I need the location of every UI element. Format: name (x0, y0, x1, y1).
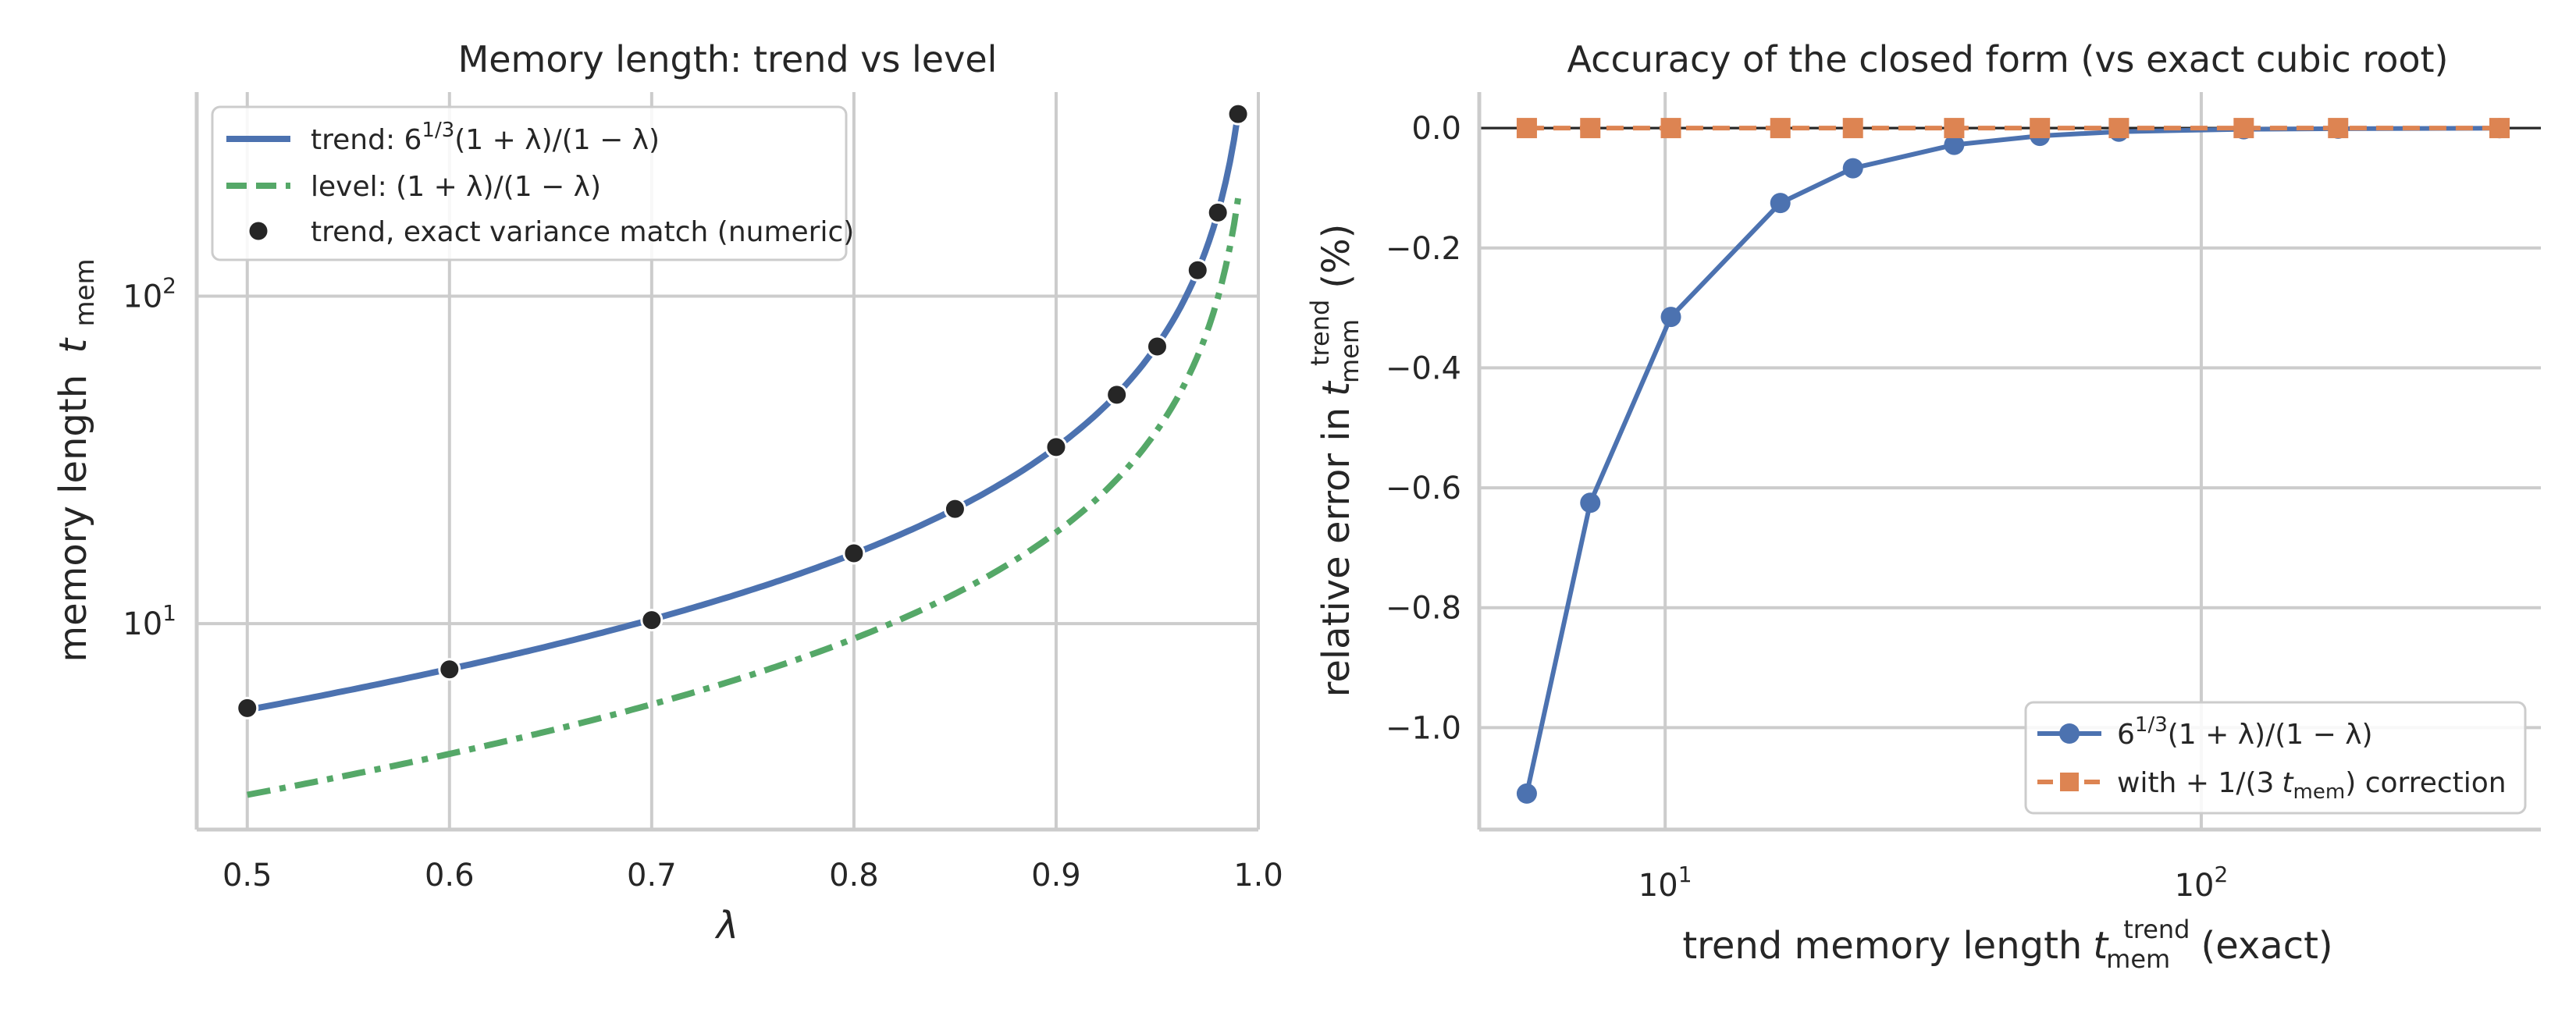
legend-marker-closed-form (2059, 723, 2080, 744)
right-y-tick-labels: 0.0 −0.2 −0.4 −0.6 −0.8 −1.0 (1386, 111, 1461, 746)
right-corrected-point (1580, 118, 1601, 139)
left-curves (247, 112, 1242, 798)
left-exact-point (1105, 383, 1129, 407)
left-panel: Memory length: trend vs level 0.5 0.6 0.7 0… (52, 38, 1283, 947)
right-corrected-point (1842, 118, 1863, 139)
right-y-tick-label: −0.8 (1386, 591, 1461, 627)
right-y-tick-label: −0.4 (1386, 350, 1461, 386)
right-closed-form-point (1842, 158, 1863, 179)
right-y-tick-label: 0.0 (1411, 111, 1461, 147)
legend-label-corrected: with + 1/(3 tmem) correction (2117, 767, 2507, 804)
right-corrected-point (1516, 118, 1537, 139)
left-y-tick-label: 101 (123, 600, 176, 642)
left-y-tick-labels: 101 102 (123, 273, 176, 643)
svg-text:memory length t: memory length t mem (52, 258, 101, 662)
left-x-tick-labels: 0.5 0.6 0.7 0.8 0.9 1.0 (222, 858, 1283, 894)
left-x-tick-label: 0.5 (222, 858, 272, 894)
left-y-axis-label: memory length t mem (52, 258, 101, 662)
legend-marker-exact (247, 219, 270, 243)
right-corrected-point (2489, 118, 2510, 139)
right-legend: 61/3(1 + λ)/(1 − λ) with + 1/(3 tmem) cor… (2024, 701, 2527, 815)
left-exact-point (640, 609, 664, 632)
right-title: Accuracy of the closed form (vs exact cu… (1567, 38, 2449, 80)
left-level-curve (247, 197, 1242, 798)
right-closed-form-point (1516, 783, 1537, 804)
right-closed-form-point (1944, 134, 1965, 155)
right-corrected-point (2030, 118, 2051, 139)
right-closed-form-point (1660, 307, 1681, 328)
legend-label-exact: trend, exact variance match (numeric) (311, 216, 854, 248)
left-exact-point (842, 542, 866, 565)
right-corrected-point (2328, 118, 2349, 139)
right-panel: Accuracy of the closed form (vs exact cu… (1305, 38, 2541, 974)
legend-label-trend: trend: 61/3(1 + λ)/(1 − λ) (311, 119, 660, 156)
right-x-label-subscript: mem (2106, 944, 2170, 974)
legend-label-closed-form: 61/3(1 + λ)/(1 − λ) (2117, 713, 2373, 751)
right-closed-form-point (1580, 492, 1601, 513)
left-y-label-subscript: mem (69, 258, 101, 326)
right-corrected-point (1770, 118, 1791, 139)
left-exact-point (1145, 335, 1169, 358)
right-y-tick-label: −0.6 (1386, 471, 1461, 506)
left-exact-point (1044, 435, 1068, 459)
left-y-label-symbol: t (52, 337, 95, 354)
left-x-tick-label: 1.0 (1233, 858, 1283, 894)
left-exact-point (236, 696, 259, 720)
right-y-tick-label: −0.2 (1386, 231, 1461, 267)
left-exact-point (943, 497, 966, 521)
left-x-tick-label: 0.6 (425, 858, 475, 894)
right-closed-form-line (1524, 126, 2500, 794)
right-markers (1516, 118, 2510, 804)
right-corrected-point (1944, 118, 1965, 139)
left-x-tick-label: 0.7 (627, 858, 677, 894)
left-y-tick-label: 102 (123, 273, 176, 315)
left-exact-point (1226, 102, 1250, 126)
right-x-label-superscript: trend (2123, 915, 2190, 944)
left-title: Memory length: trend vs level (458, 38, 998, 80)
left-x-tick-label: 0.8 (829, 858, 879, 894)
left-x-axis-label: λ (714, 904, 738, 947)
legend-marker-corrected (2060, 773, 2079, 791)
left-x-tick-label: 0.9 (1031, 858, 1081, 894)
right-legend-box (2024, 701, 2527, 815)
left-legend: trend: 61/3(1 + λ)/(1 − λ) level: (1 + λ… (211, 105, 854, 261)
right-closed-form-point (1770, 193, 1791, 214)
left-legend-box (211, 105, 848, 261)
right-x-tick-label: 102 (2175, 862, 2229, 904)
right-x-tick-labels: 101 102 (1638, 862, 2229, 904)
right-corrected-point (2108, 118, 2129, 139)
left-exact-point (1206, 201, 1229, 224)
right-corrected-point (1660, 118, 1681, 139)
left-exact-point (438, 658, 461, 681)
right-x-axis-label: trend memory length tmemtrend (exact) (1682, 915, 2332, 974)
right-curves (1524, 126, 2500, 794)
right-corrected-point (2233, 118, 2254, 139)
left-markers (236, 102, 1250, 720)
legend-label-level: level: (1 + λ)/(1 − λ) (311, 171, 601, 203)
left-exact-point (1186, 258, 1209, 282)
svg-text:relative error intmemtrend(%): relative error intmemtrend(%) (1305, 224, 1364, 698)
left-y-label-main: memory length (52, 375, 95, 663)
right-x-tick-label: 101 (1638, 862, 1692, 904)
right-y-axis-label: relative error intmemtrend(%) (1305, 224, 1364, 698)
left-trend-curve (247, 112, 1242, 713)
right-y-tick-label: −1.0 (1386, 710, 1461, 746)
